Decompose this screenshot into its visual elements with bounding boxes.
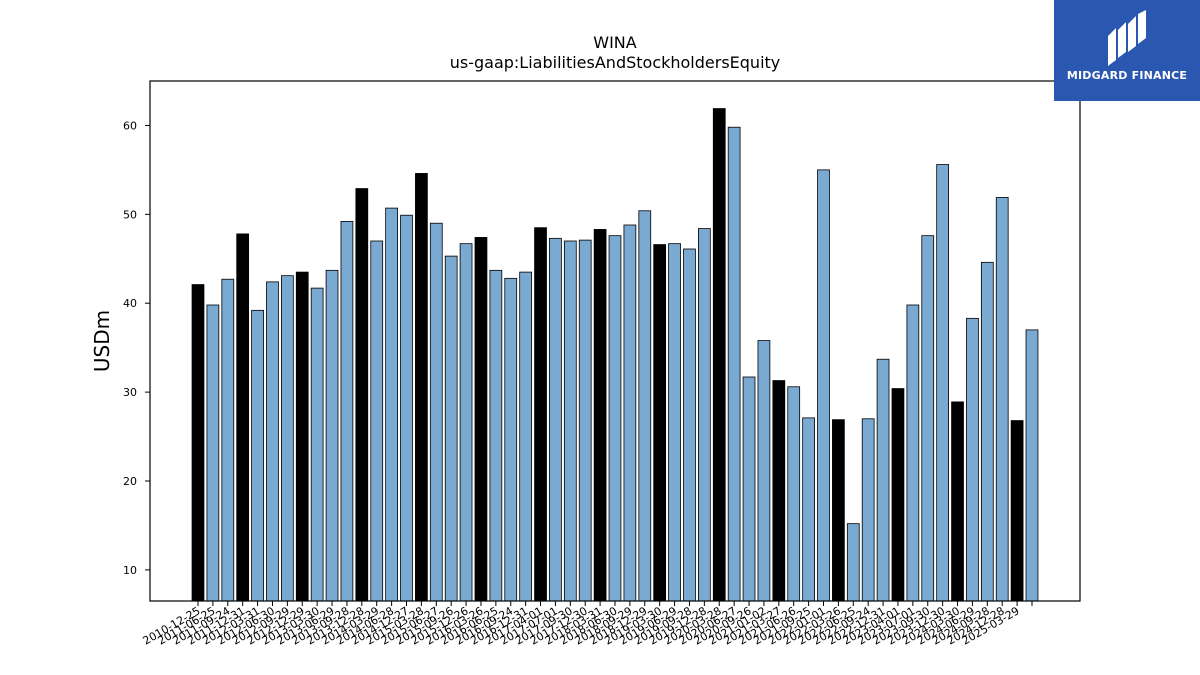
bar bbox=[489, 269, 503, 602]
bar bbox=[846, 523, 860, 602]
bar bbox=[638, 210, 652, 602]
bar bbox=[712, 108, 726, 602]
bar bbox=[400, 214, 413, 602]
y-tick-label: 40 bbox=[123, 297, 137, 310]
bar bbox=[653, 244, 667, 602]
bar bbox=[340, 221, 354, 602]
bar bbox=[727, 126, 741, 602]
bar bbox=[668, 243, 681, 602]
bar bbox=[221, 278, 235, 602]
bar bbox=[266, 281, 279, 602]
bar bbox=[385, 207, 398, 602]
bar bbox=[817, 169, 830, 602]
bar bbox=[757, 340, 771, 602]
bar bbox=[608, 235, 622, 602]
bar bbox=[415, 173, 428, 602]
y-axis-label: USDm bbox=[90, 310, 114, 372]
bar bbox=[444, 255, 458, 602]
bar bbox=[474, 237, 488, 602]
y-tick-label: 10 bbox=[123, 564, 137, 577]
bar bbox=[832, 419, 845, 602]
bar bbox=[251, 309, 264, 602]
bar bbox=[370, 240, 384, 602]
y-tick-label: 60 bbox=[123, 119, 137, 132]
bar bbox=[980, 261, 994, 602]
bar bbox=[683, 248, 696, 602]
bar bbox=[876, 358, 890, 602]
bar bbox=[787, 386, 801, 602]
bar bbox=[1010, 420, 1024, 602]
y-tick-label: 50 bbox=[123, 208, 137, 221]
bar bbox=[698, 228, 711, 602]
bar bbox=[906, 304, 920, 602]
chart-title: WINA bbox=[593, 33, 637, 52]
chart-subtitle: us-gaap:LiabilitiesAndStockholdersEquity bbox=[450, 53, 781, 72]
midgard-finance-logo: MIDGARD FINANCE bbox=[1054, 0, 1200, 101]
bar bbox=[295, 271, 309, 602]
bar bbox=[772, 380, 786, 602]
bar bbox=[578, 239, 592, 602]
y-tick-label: 30 bbox=[123, 386, 137, 399]
bar bbox=[519, 271, 533, 602]
bar bbox=[623, 224, 637, 602]
bar bbox=[549, 237, 562, 602]
bar bbox=[936, 164, 950, 602]
bar bbox=[593, 229, 607, 602]
bar bbox=[951, 401, 964, 602]
bar bbox=[280, 275, 294, 602]
bar bbox=[563, 240, 577, 602]
bar bbox=[325, 269, 339, 602]
bar bbox=[1025, 329, 1039, 602]
bar bbox=[995, 197, 1009, 602]
bar bbox=[742, 376, 756, 602]
midgard-logo-icon bbox=[1108, 10, 1146, 66]
bar bbox=[459, 243, 473, 602]
bar bbox=[966, 317, 979, 602]
bar bbox=[206, 304, 220, 602]
bar bbox=[355, 188, 369, 602]
bar bbox=[891, 388, 905, 602]
bar bbox=[534, 227, 547, 602]
bar bbox=[504, 277, 518, 602]
bar bbox=[921, 235, 935, 602]
bar bbox=[236, 233, 250, 602]
bar bbox=[310, 287, 324, 602]
bar bbox=[802, 417, 815, 602]
bar bbox=[191, 284, 205, 602]
logo-text: MIDGARD FINANCE bbox=[1066, 69, 1188, 82]
bar bbox=[861, 418, 875, 602]
y-tick-label: 20 bbox=[123, 475, 137, 488]
bar bbox=[429, 222, 443, 602]
plot-frame bbox=[149, 80, 1081, 602]
